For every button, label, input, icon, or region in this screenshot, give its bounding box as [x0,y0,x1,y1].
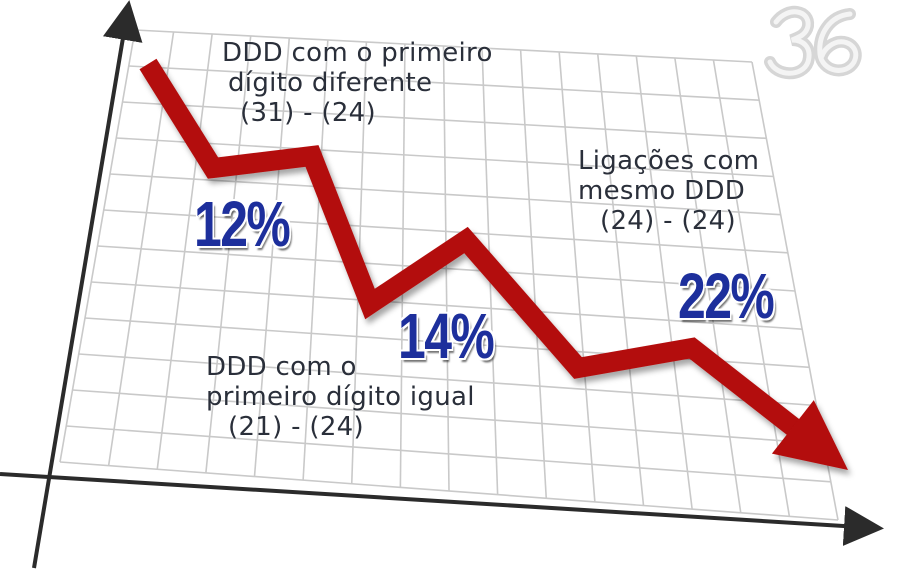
grid [59,29,839,521]
grid-line [84,317,810,369]
value-label-14: 14% [398,300,495,372]
grid-line [128,65,760,101]
grid-line [116,137,774,178]
trend-arrowhead [771,400,848,470]
annotation-line: (24) - (24) [600,206,736,236]
annotation-line: DDD com o [206,352,357,382]
grid-line [59,461,839,521]
value-label-22: 22% [678,260,775,332]
grid-line [78,353,817,407]
grid-line [72,389,824,445]
annotation-line: dígito diferente [228,68,433,98]
trend-line [139,58,848,470]
grid-line [97,245,796,292]
annotation-igual: DDD com o primeiro dígito igual (21) - (… [206,352,475,442]
grid-line [91,281,803,330]
annotation-line: (31) - (24) [240,98,376,128]
axes [0,0,884,569]
grid-line [122,101,767,140]
annotation-line: mesmo DDD [578,176,746,206]
x-axis [0,472,884,546]
annotation-line: (21) - (24) [228,412,364,442]
grid-line [103,209,788,254]
value-label-12: 12% [194,188,291,260]
grid-line [66,425,831,483]
annotation-diferente: DDD com o primeiro dígito diferente (31)… [222,38,493,128]
watermark-logo-icon [764,6,862,80]
grid-line [134,29,753,63]
annotation-line: DDD com o primeiro [222,38,493,68]
grid-line [109,173,781,216]
annotation-line: primeiro dígito igual [206,382,475,412]
y-axis [32,0,143,569]
annotation-mesmo-ddd: Ligações com mesmo DDD (24) - (24) [578,146,759,236]
trend-line-path [139,58,806,440]
annotation-line: Ligações com [578,146,760,176]
